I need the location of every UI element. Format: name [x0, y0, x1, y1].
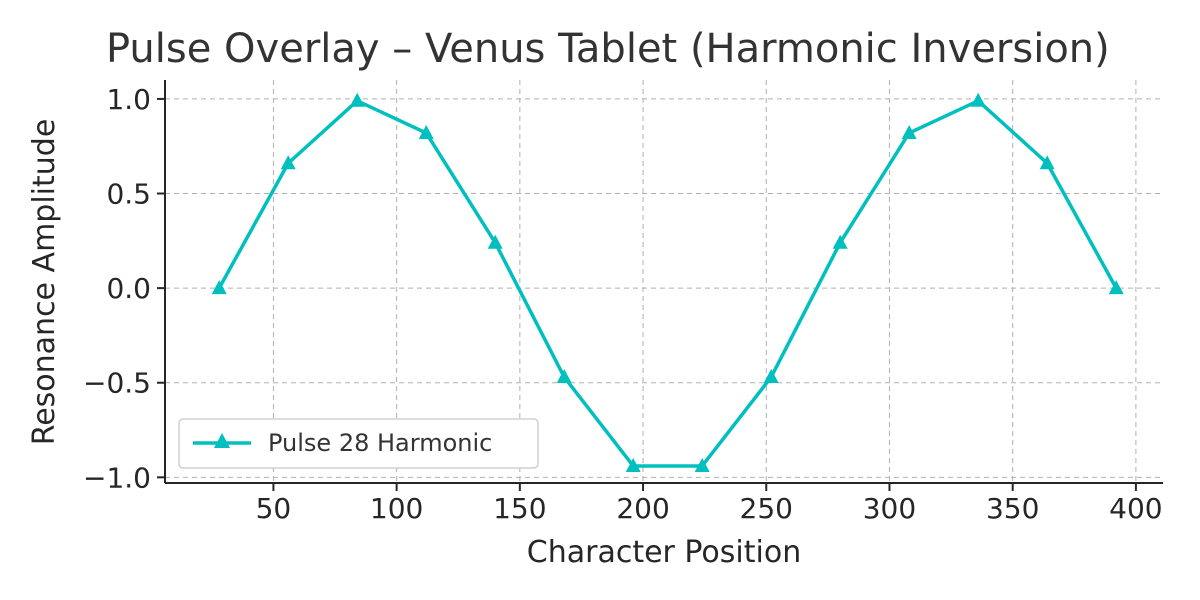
data-point: [1039, 155, 1055, 170]
legend: Pulse 28 Harmonic: [178, 418, 539, 469]
data-point: [763, 369, 779, 384]
data-point: [418, 124, 434, 139]
y-axis-label: Resonance Amplitude: [27, 119, 62, 446]
data-point: [349, 92, 365, 107]
x-tick-label: 400: [1109, 492, 1162, 525]
x-ticks: 50 100 150 200 250 300 350 400: [256, 483, 1163, 525]
legend-triangle-marker: [214, 433, 230, 448]
y-tick-label: 0.0: [106, 272, 151, 305]
x-tick-label: 150: [493, 492, 546, 525]
data-point: [901, 124, 917, 139]
y-ticks: 1.0 0.5 0.0 −0.5 −1.0: [83, 83, 165, 494]
series-layer: [211, 92, 1124, 472]
y-tick-label: −1.0: [83, 461, 151, 494]
y-tick-label: 0.5: [106, 178, 151, 211]
data-point: [625, 457, 641, 472]
chart-title: Pulse Overlay – Venus Tablet (Harmonic I…: [106, 26, 1110, 72]
x-tick-label: 250: [740, 492, 793, 525]
data-point: [970, 92, 986, 107]
data-point: [694, 457, 710, 472]
x-tick-label: 100: [370, 492, 423, 525]
data-point: [1108, 280, 1124, 295]
x-tick-label: 350: [986, 492, 1039, 525]
x-tick-label: 50: [256, 492, 292, 525]
y-tick-label: −0.5: [83, 367, 151, 400]
data-point: [211, 280, 227, 295]
series-line: [217, 99, 1118, 468]
data-point: [487, 234, 503, 249]
legend-box: [178, 418, 539, 469]
data-point: [832, 234, 848, 249]
x-tick-label: 300: [863, 492, 916, 525]
data-point: [280, 155, 296, 170]
y-tick-label: 1.0: [106, 83, 151, 116]
data-point: [556, 369, 572, 384]
grid: [165, 80, 1163, 483]
x-axis-label: Character Position: [527, 535, 801, 570]
legend-label: Pulse 28 Harmonic: [268, 429, 492, 457]
x-tick-label: 200: [616, 492, 669, 525]
